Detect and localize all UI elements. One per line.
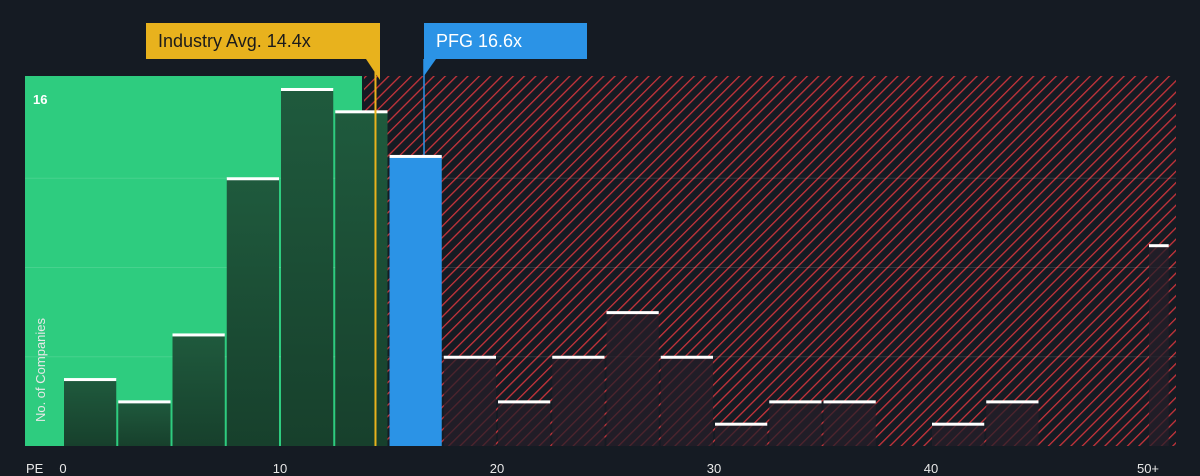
bar-cap bbox=[552, 355, 605, 359]
histogram-bar bbox=[443, 356, 496, 446]
bar-cap bbox=[443, 355, 496, 359]
bar-cap bbox=[986, 400, 1039, 404]
histogram-bar bbox=[986, 401, 1039, 446]
bar-cap bbox=[660, 355, 713, 359]
company-pe-callout: PFG 16.6x bbox=[424, 23, 587, 59]
histogram-bar bbox=[335, 111, 388, 446]
bar-cap bbox=[823, 400, 876, 404]
x-axis-title: PE bbox=[26, 461, 44, 476]
bar-cap bbox=[1149, 244, 1169, 248]
bar-cap bbox=[769, 400, 822, 404]
bar-cap bbox=[118, 400, 171, 404]
histogram-bar bbox=[552, 356, 605, 446]
bar-cap bbox=[226, 177, 279, 181]
x-tick-label: 50+ bbox=[1137, 461, 1159, 476]
bar-cap bbox=[64, 378, 117, 382]
x-tick-label: 20 bbox=[490, 461, 504, 476]
industry-avg-callout: Industry Avg. 14.4x bbox=[146, 23, 380, 59]
y-axis-title: No. of Companies bbox=[33, 317, 48, 422]
histogram-bar bbox=[769, 401, 822, 446]
histogram-bar bbox=[1149, 245, 1169, 446]
overvalued-zone bbox=[364, 76, 1176, 446]
histogram-bar bbox=[281, 89, 334, 446]
histogram-bar bbox=[498, 401, 551, 446]
x-tick-label: 10 bbox=[273, 461, 287, 476]
histogram-bar bbox=[823, 401, 876, 446]
industry-avg-pointer bbox=[366, 59, 380, 80]
company-pe-label: PFG 16.6x bbox=[436, 31, 523, 51]
bar-cap bbox=[932, 422, 985, 426]
histogram-bar bbox=[172, 334, 225, 446]
histogram-bar bbox=[932, 423, 985, 446]
histogram-bar bbox=[715, 423, 768, 446]
bar-cap bbox=[281, 88, 334, 91]
histogram-bar bbox=[118, 401, 171, 446]
histogram-bar bbox=[660, 356, 713, 446]
bar-cap bbox=[335, 110, 388, 114]
company-pe-pointer bbox=[424, 59, 436, 76]
bar-cap bbox=[172, 333, 225, 337]
histogram-bar bbox=[64, 379, 117, 446]
histogram-bar bbox=[389, 155, 442, 446]
company-bar-cap bbox=[389, 154, 442, 158]
x-tick-label: 40 bbox=[924, 461, 938, 476]
histogram-bar bbox=[606, 312, 659, 446]
x-tick-label: 30 bbox=[707, 461, 721, 476]
bar-cap bbox=[606, 311, 659, 315]
y-max-label: 16 bbox=[33, 92, 47, 107]
histogram-bar bbox=[226, 178, 279, 446]
bar-cap bbox=[715, 422, 768, 426]
industry-avg-label: Industry Avg. 14.4x bbox=[158, 31, 311, 51]
x-tick-label: 0 bbox=[59, 461, 66, 476]
bar-cap bbox=[498, 400, 551, 404]
